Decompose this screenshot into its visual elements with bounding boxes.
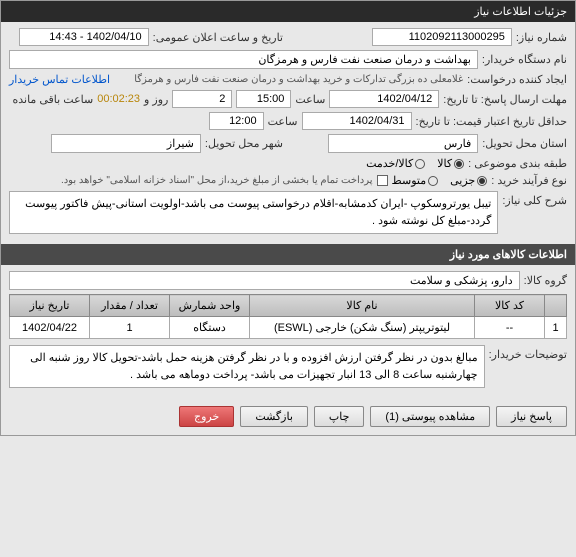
th-date: تاریخ نیاز	[10, 295, 90, 317]
radio-dot-icon	[428, 176, 438, 186]
requester-value: غلامعلی ده بزرگی تدارکات و خرید بهداشت و…	[114, 74, 463, 85]
radio-goods-label: کالا	[437, 157, 452, 170]
hour2-label: ساعت	[268, 115, 298, 128]
cell-date: 1402/04/22	[10, 317, 90, 339]
radio-goods[interactable]: کالا	[437, 157, 464, 170]
buyer-org-label: نام دستگاه خریدار:	[482, 53, 567, 66]
subject-class-label: طبقه بندی موضوعی :	[468, 157, 567, 170]
th-qty: تعداد / مقدار	[90, 295, 170, 317]
countdown-value: 00:02:23	[97, 93, 140, 105]
goods-group-value: دارو، پزشکی و سلامت	[9, 271, 520, 290]
back-button[interactable]: بازگشت	[240, 406, 308, 427]
radio-dot-icon	[477, 176, 487, 186]
radio-dot-icon	[415, 159, 425, 169]
treasury-checkbox[interactable]	[377, 175, 388, 186]
announce-datetime-label: تاریخ و ساعت اعلان عمومی:	[153, 31, 283, 44]
table-row: 1 -- لیتوتریپتر (سنگ شکن) خارجی (ESWL) د…	[10, 317, 567, 339]
response-deadline-label: مهلت ارسال پاسخ: تا تاریخ:	[443, 93, 567, 106]
days-and-label: روز و	[144, 93, 168, 106]
radio-minor-label: جزیی	[450, 174, 475, 187]
remaining-label: ساعت باقی مانده	[12, 93, 93, 106]
purchase-process-label: نوع فرآیند خرید :	[491, 174, 567, 187]
buyer-contact-link[interactable]: اطلاعات تماس خریدار	[9, 73, 110, 86]
goods-group-label: گروه کالا:	[524, 274, 567, 287]
radio-medium-label: متوسط	[392, 174, 427, 187]
hour1-label: ساعت	[295, 93, 325, 106]
exit-button[interactable]: خروج	[179, 406, 234, 427]
validity-time-value: 12:00	[209, 112, 264, 130]
need-number-value: 1102092113000295	[372, 28, 512, 46]
radio-dot-icon	[454, 159, 464, 169]
delivery-province-label: استان محل تحویل:	[482, 137, 567, 150]
buyer-notes-label: توضیحات خریدار:	[489, 345, 567, 361]
cell-qty: 1	[90, 317, 170, 339]
delivery-city-label: شهر محل تحویل:	[205, 137, 283, 150]
days-remaining-value: 2	[172, 90, 232, 108]
response-date-value: 1402/04/12	[329, 90, 439, 108]
cell-unit: دستگاه	[170, 317, 250, 339]
goods-section-title: اطلاعات کالاهای مورد نیاز	[1, 244, 575, 265]
need-number-label: شماره نیاز:	[516, 31, 567, 44]
need-desc-label: شرح کلی نیاز:	[502, 191, 567, 207]
th-name: نام کالا	[250, 295, 475, 317]
buyer-notes-value: مبالغ بدون در نظر گرفتن ارزش افزوده و با…	[9, 345, 485, 388]
radio-goods-service[interactable]: کالا/خدمت	[366, 157, 425, 170]
radio-medium[interactable]: متوسط	[392, 174, 439, 187]
goods-table: کد کالا نام کالا واحد شمارش تعداد / مقدا…	[9, 294, 567, 339]
delivery-city-value: شیراز	[51, 134, 201, 153]
cell-name: لیتوتریپتر (سنگ شکن) خارجی (ESWL)	[250, 317, 475, 339]
th-code: کد کالا	[475, 295, 545, 317]
validity-date-value: 1402/04/31	[302, 112, 412, 130]
requester-label: ایجاد کننده درخواست:	[467, 73, 567, 86]
cell-idx: 1	[545, 317, 567, 339]
payment-note: پرداخت تمام یا بخشی از مبلغ خرید،از محل …	[61, 175, 373, 186]
validity-min-label: حداقل تاریخ اعتبار قیمت: تا تاریخ:	[416, 115, 567, 128]
buyer-org-value: بهداشت و درمان صنعت نفت فارس و هرمزگان	[9, 50, 478, 69]
delivery-province-value: فارس	[328, 134, 478, 153]
th-idx	[545, 295, 567, 317]
print-button[interactable]: چاپ	[314, 406, 365, 427]
cell-code: --	[475, 317, 545, 339]
reply-button[interactable]: پاسخ نیاز	[496, 406, 567, 427]
th-unit: واحد شمارش	[170, 295, 250, 317]
announce-datetime-value: 1402/04/10 - 14:43	[19, 28, 149, 46]
radio-goods-service-label: کالا/خدمت	[366, 157, 413, 170]
response-time-value: 15:00	[236, 90, 291, 108]
radio-minor[interactable]: جزیی	[450, 174, 487, 187]
need-desc-value: تیبل یورتروسکوپ -ایران کدمشابه-اقلام درخ…	[9, 191, 498, 234]
attachments-button[interactable]: مشاهده پیوستی (1)	[370, 406, 490, 427]
page-title: جزئیات اطلاعات نیاز	[1, 1, 575, 22]
